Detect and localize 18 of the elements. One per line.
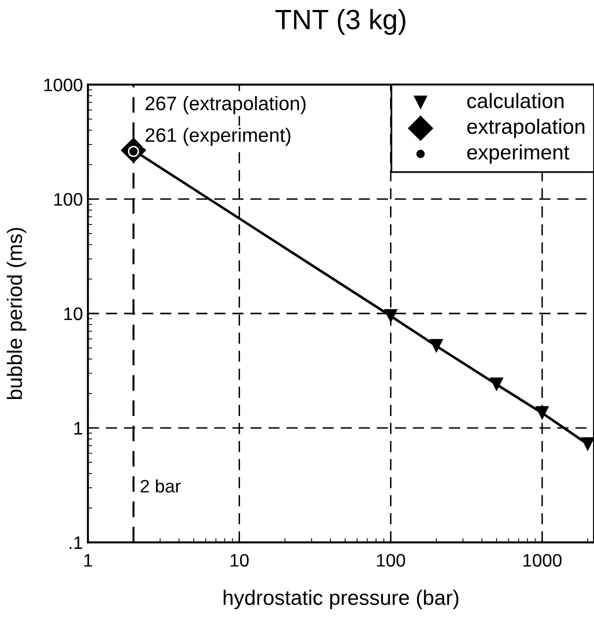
- x-tick-label: 1: [84, 554, 92, 567]
- x-tick-label: 10: [230, 554, 249, 567]
- chart-title: TNT (3 kg): [275, 8, 406, 35]
- annotation: 267 (extrapolation): [146, 96, 306, 114]
- legend-label: experiment: [467, 144, 570, 164]
- y-tick-label: 1: [74, 422, 82, 434]
- x-axis-title: hydrostatic pressure (bar): [224, 590, 458, 610]
- annotation: 261 (experiment): [146, 128, 290, 146]
- y-tick-label: 10: [64, 307, 82, 320]
- legend-label: calculation: [467, 92, 564, 108]
- legend-label: extrapolation: [467, 118, 584, 138]
- ref-line-label: 2 bar: [140, 479, 181, 493]
- y-tick-label: 1000: [44, 78, 82, 92]
- y-tick-label: 100: [54, 193, 82, 206]
- x-tick-label: 1000: [523, 554, 562, 567]
- y-axis-title: bubble period (ms): [6, 228, 26, 399]
- x-tick-label: 100: [377, 554, 406, 567]
- y-tick-label: .1: [70, 536, 82, 549]
